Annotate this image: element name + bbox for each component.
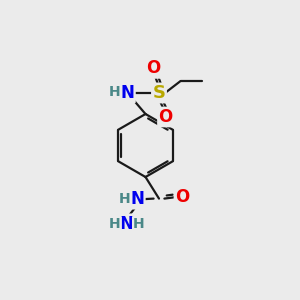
Text: O: O — [175, 188, 189, 206]
Text: N: N — [130, 190, 144, 208]
Text: H: H — [133, 218, 145, 231]
Text: N: N — [121, 84, 134, 102]
Text: O: O — [158, 108, 173, 126]
Text: S: S — [152, 84, 166, 102]
Text: N: N — [120, 215, 134, 233]
Text: H: H — [109, 85, 121, 99]
Text: H: H — [119, 192, 130, 206]
Text: O: O — [146, 59, 161, 77]
Text: H: H — [109, 218, 121, 231]
